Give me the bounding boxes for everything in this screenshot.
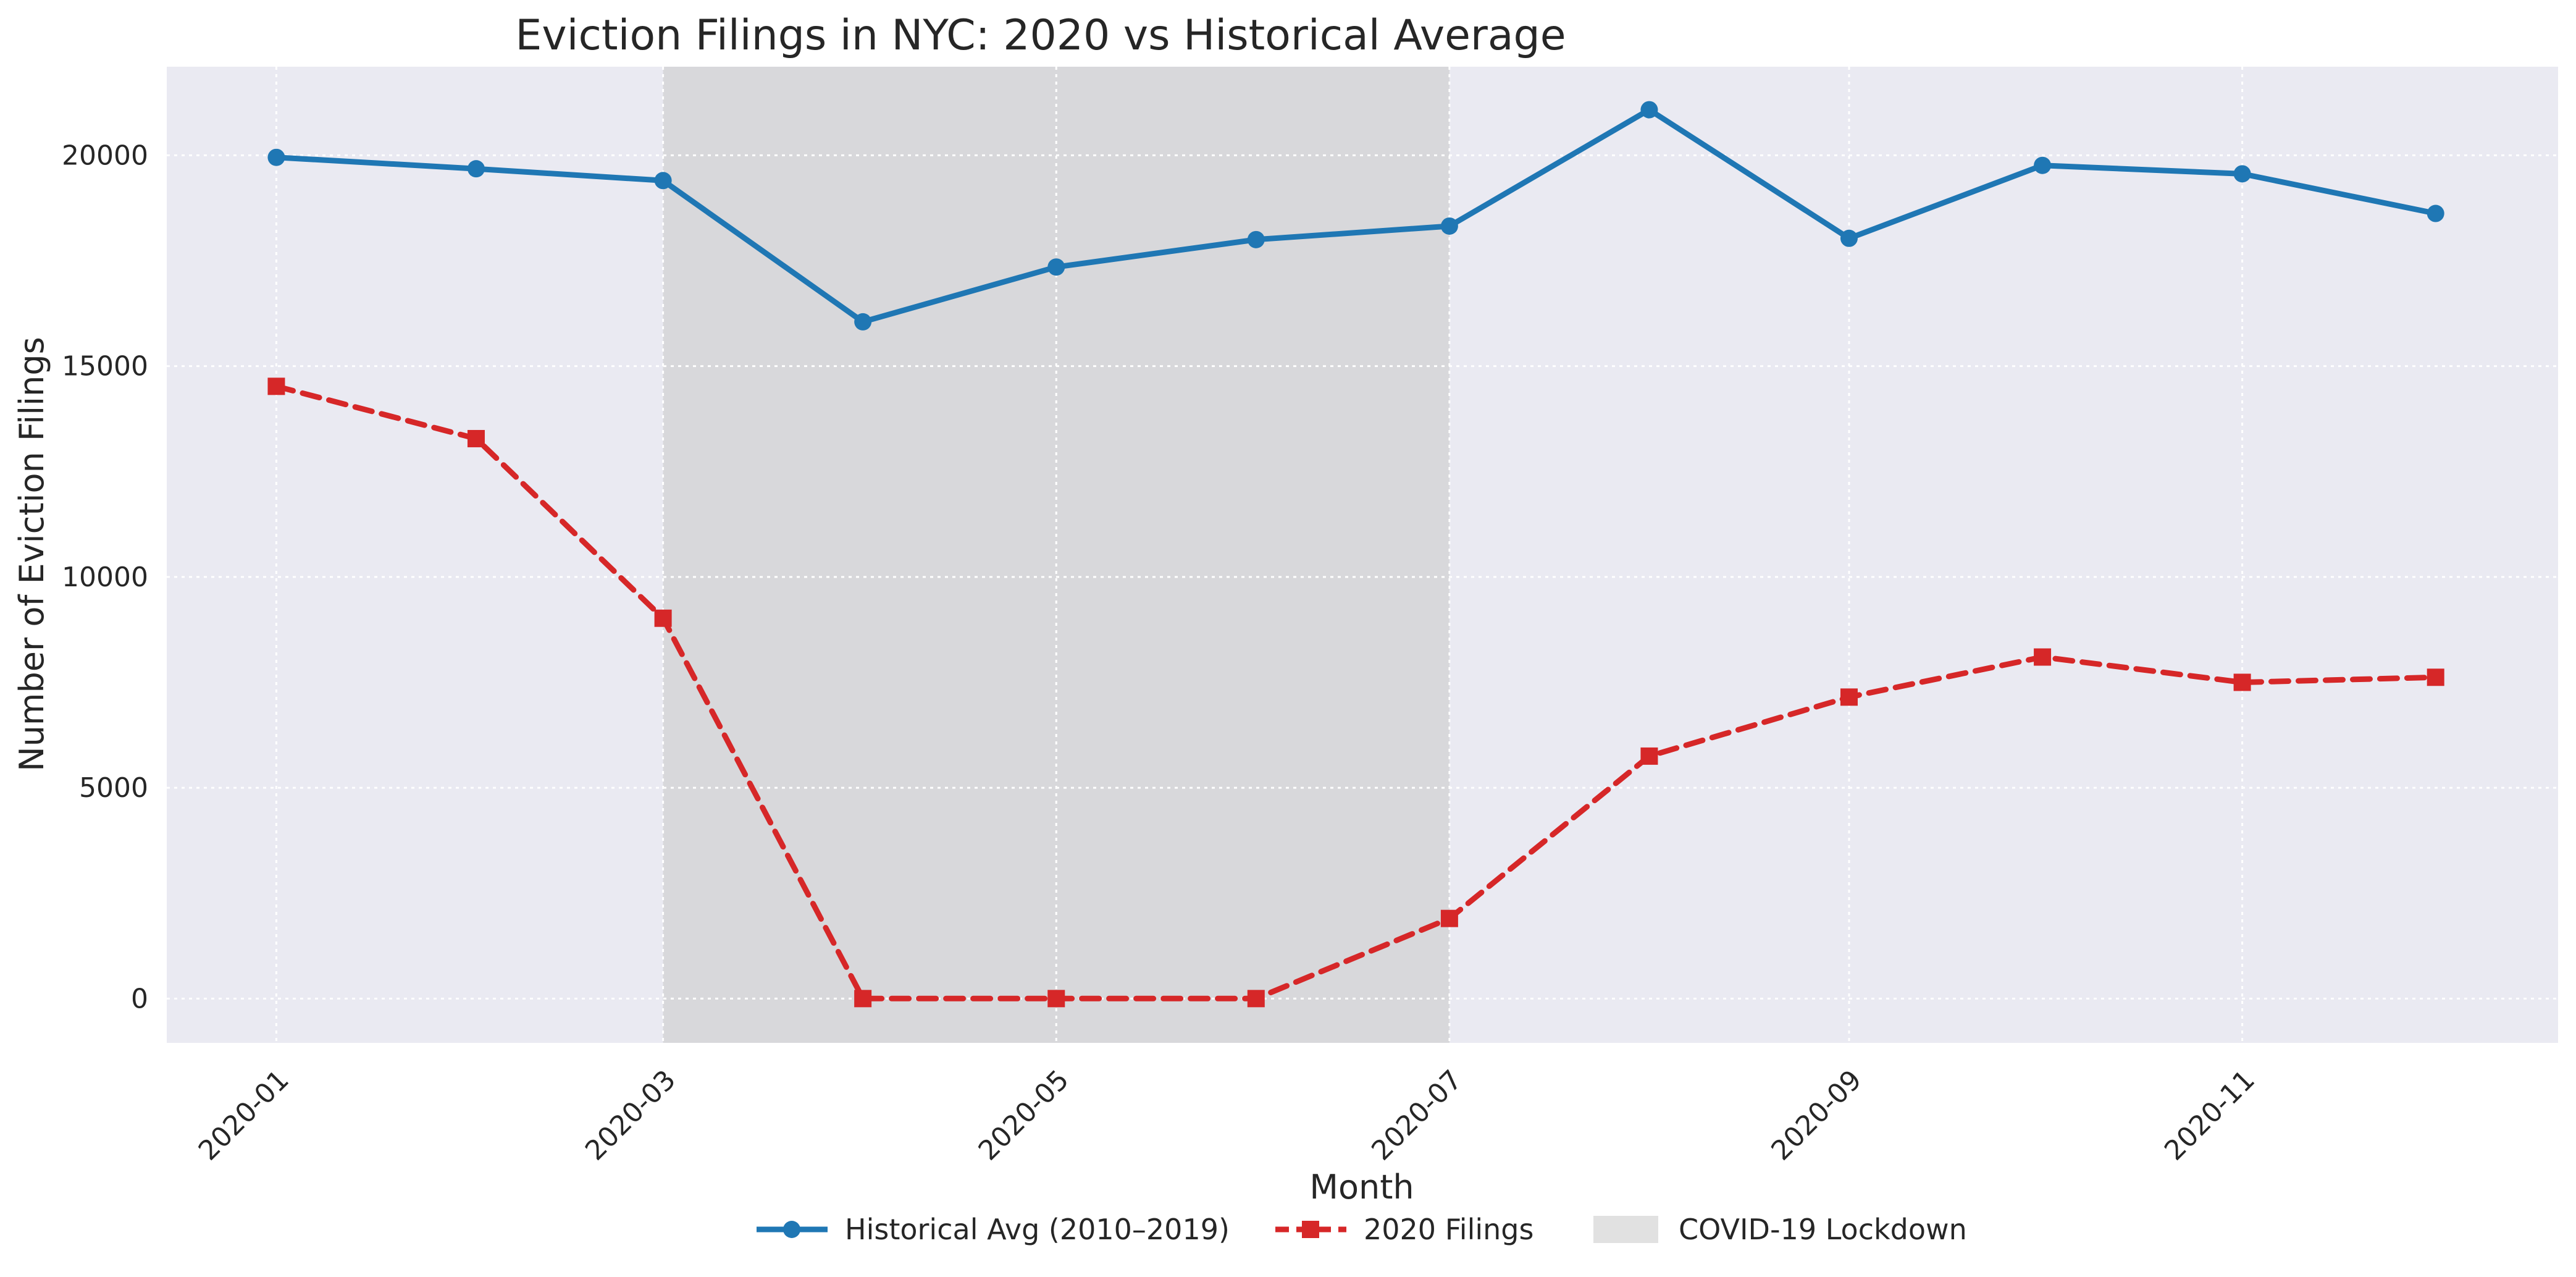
- plot-area: 0 5000 10000 15000 20000 2020-01 2020-03 2020-0…: [62, 67, 2558, 1166]
- y-tick-label: 15000: [62, 351, 148, 382]
- series-1-point: [2034, 156, 2052, 174]
- y-tick-label: 5000: [79, 772, 148, 804]
- x-tick-label: 2020-03: [579, 1064, 682, 1166]
- series-2-point: [1247, 990, 1265, 1008]
- series-1-point: [1247, 230, 1265, 248]
- legend-marker-1: [783, 1221, 800, 1238]
- y-tick-label: 0: [131, 983, 148, 1014]
- series-2-point: [2233, 673, 2251, 691]
- y-tick-label: 20000: [62, 140, 148, 171]
- series-line-1: [273, 107, 2439, 325]
- series-2-point: [1640, 747, 1658, 765]
- legend-marker-2: [1302, 1221, 1319, 1238]
- y-tick-label: 10000: [62, 562, 148, 593]
- series-1-point: [654, 172, 672, 190]
- x-tick-label: 2020-07: [1366, 1064, 1468, 1166]
- chart-title: Eviction Filings in NYC: 2020 vs Histori…: [515, 11, 1566, 60]
- x-tick-label: 2020-05: [973, 1064, 1075, 1166]
- x-tick-label: 2020-09: [1765, 1064, 1868, 1166]
- legend: Historical Avg (2010–2019) 2020 Filings CO…: [757, 1213, 1967, 1246]
- series-1-point: [267, 148, 285, 166]
- series-1-point: [1640, 101, 1658, 119]
- lockdown-shaded-region: [663, 67, 1450, 1043]
- series-2-point: [2427, 668, 2444, 686]
- series-line-2: [273, 383, 2439, 1001]
- series-1-point: [467, 160, 485, 178]
- series-1-point: [2427, 204, 2444, 222]
- y-axis-label: Number of Eviction Filings: [12, 337, 51, 771]
- series-2-point: [267, 377, 285, 395]
- series-2-point: [1840, 688, 1858, 706]
- series-2-point: [854, 990, 872, 1008]
- x-axis-label: Month: [1309, 1168, 1414, 1207]
- series-1-point: [1440, 217, 1458, 235]
- series-2-point: [2034, 648, 2052, 666]
- legend-patch-lockdown: [1593, 1216, 1658, 1243]
- series-2-point: [1047, 990, 1065, 1008]
- x-tick-label: 2020-01: [193, 1064, 295, 1166]
- series-2-point: [1440, 909, 1458, 927]
- series-1-point: [854, 313, 872, 331]
- legend-label-2: 2020 Filings: [1364, 1213, 1533, 1246]
- x-tick-label: 2020-11: [2159, 1064, 2261, 1166]
- legend-label-lockdown: COVID-19 Lockdown: [1679, 1213, 1967, 1246]
- series-2-point: [467, 429, 485, 447]
- series-1-point: [2233, 165, 2251, 183]
- series-1-point: [1840, 229, 1858, 247]
- series-1-point: [1047, 258, 1065, 276]
- legend-label-1: Historical Avg (2010–2019): [845, 1213, 1230, 1246]
- series-2-point: [654, 609, 672, 627]
